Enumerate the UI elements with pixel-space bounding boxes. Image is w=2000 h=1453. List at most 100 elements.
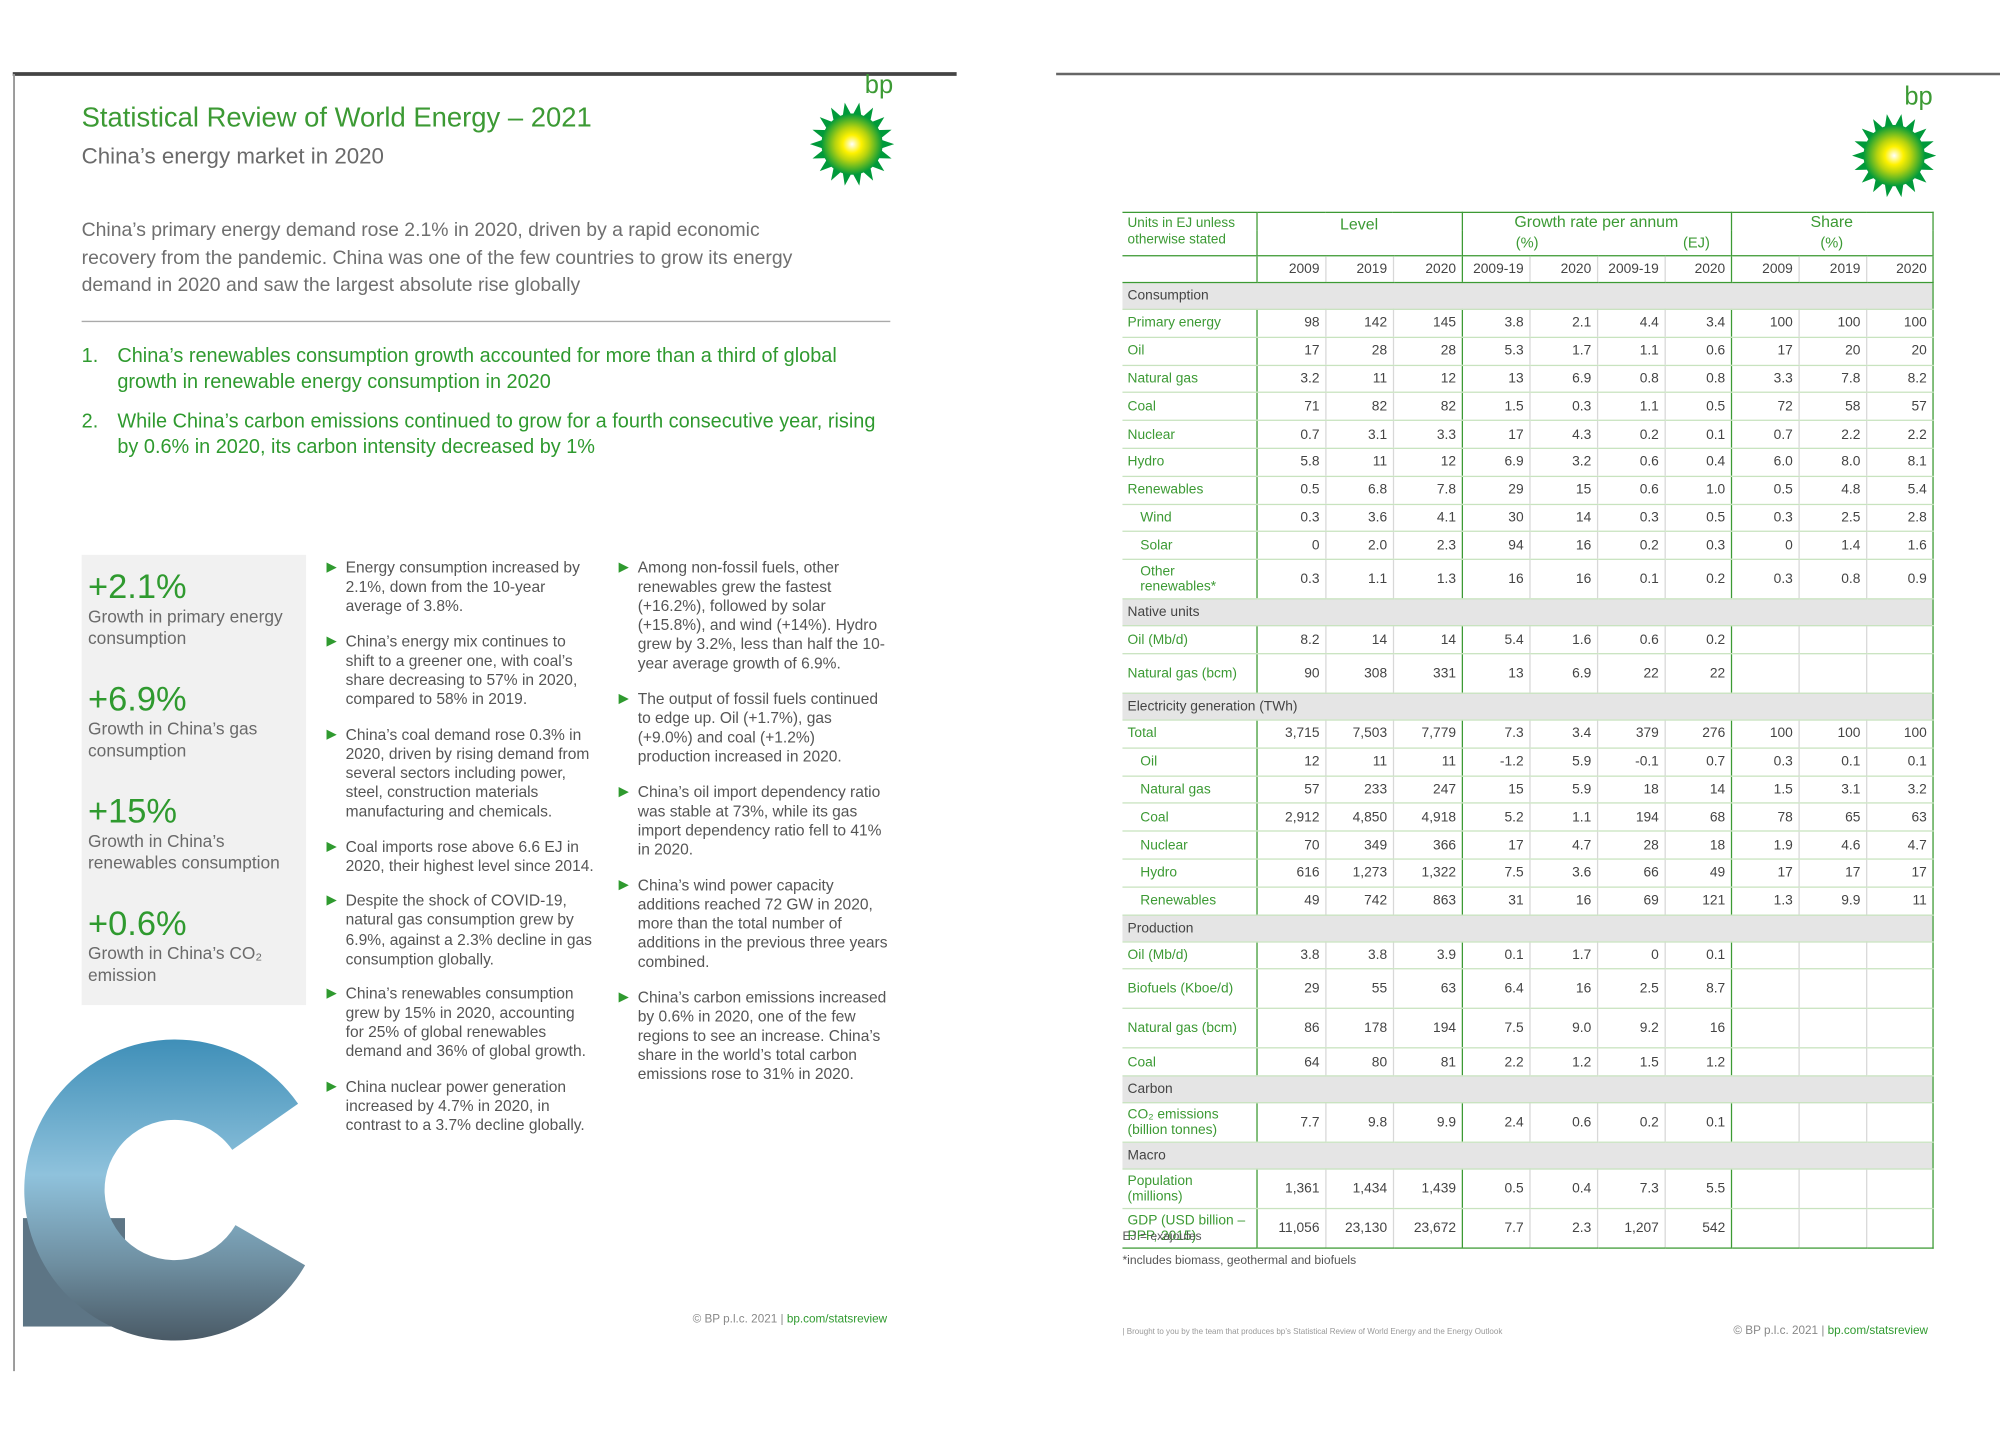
cell: 1,322 — [1392, 858, 1462, 888]
row-label: Natural gas (bcm) — [1122, 653, 1257, 694]
cell: 2.3 — [1528, 1208, 1597, 1249]
photo-ring — [24, 1039, 306, 1341]
cell: 1.3 — [1392, 559, 1462, 600]
cell: 8.1 — [1865, 448, 1934, 477]
cell: 3.1 — [1324, 420, 1393, 449]
cell: 247 — [1392, 775, 1462, 805]
column-header: 2019 — [1324, 255, 1393, 284]
stat: +15% Growth in China’s renewables consump… — [82, 779, 306, 891]
column-header: 2009 — [1255, 255, 1326, 284]
data-row: Coal 64 80 81 2.2 1.2 1.5 1.2 — [1122, 1048, 1934, 1077]
cell: 49 — [1255, 886, 1326, 916]
cell: 308 — [1324, 653, 1393, 694]
cell: 4.1 — [1392, 503, 1462, 533]
cell: 68 — [1663, 803, 1731, 832]
cell: 3.2 — [1528, 448, 1597, 477]
cell: 3.3 — [1730, 364, 1799, 394]
cell — [1797, 1008, 1867, 1049]
row-label: Natural gas — [1122, 775, 1257, 805]
stats-box: +2.1% Growth in primary energy consumptio… — [81, 554, 307, 1006]
bullet: China’s oil import dependency ratio was … — [617, 783, 887, 860]
section-label: Production — [1122, 914, 1934, 943]
cell: 64 — [1255, 1048, 1326, 1077]
stat-label: Growth in China’s renewables consumption — [88, 831, 280, 873]
bullet: China’s energy mix continues to shift to… — [325, 632, 595, 709]
cell: 16 — [1528, 886, 1597, 916]
stat-label: Growth in China’s CO₂ emission — [88, 943, 263, 985]
cell: 17 — [1730, 858, 1799, 888]
subunit: (EJ) — [1596, 230, 1732, 256]
stat: +2.1% Growth in primary energy consumptio… — [82, 555, 306, 667]
cell: 7.8 — [1392, 476, 1462, 505]
cell: 17 — [1797, 858, 1867, 888]
cell: 3.8 — [1324, 941, 1393, 970]
subunit: (%) — [1730, 230, 1934, 256]
cell: 80 — [1324, 1048, 1393, 1077]
data-row: Coal 71 82 82 1.5 0.3 1.1 0.5 72 58 57 — [1122, 392, 1934, 422]
cell — [1730, 969, 1799, 1010]
row-label: Natural gas — [1122, 364, 1257, 394]
cell: 0.1 — [1596, 559, 1665, 600]
cell: -0.1 — [1596, 747, 1665, 777]
cell: 1.7 — [1528, 337, 1597, 366]
cell: 28 — [1596, 831, 1665, 860]
cell: 5.5 — [1663, 1169, 1731, 1210]
data-row: CO₂ emissions (billion tonnes) 7.7 9.8 9.9 2… — [1122, 1102, 1934, 1144]
cell: 69 — [1596, 886, 1665, 916]
cell: 0 — [1730, 531, 1799, 561]
cell: 3.6 — [1324, 503, 1393, 533]
cell: 7.3 — [1461, 719, 1530, 749]
link[interactable]: bp.com/statsreview — [1827, 1323, 1928, 1337]
header-row: (%) (EJ) (%) — [1122, 230, 1934, 256]
cell — [1797, 653, 1867, 694]
cell: 8.7 — [1663, 969, 1731, 1010]
cell — [1730, 941, 1799, 970]
cell: 8.0 — [1797, 448, 1867, 477]
column-header: 2009 — [1730, 255, 1799, 284]
cell: 0.6 — [1596, 476, 1665, 505]
cell: 11 — [1324, 364, 1393, 394]
cell: 3,715 — [1255, 719, 1326, 749]
cell: 0.2 — [1596, 1102, 1665, 1144]
cell: 1,434 — [1324, 1169, 1393, 1210]
cell: 9.9 — [1392, 1102, 1462, 1144]
link[interactable]: bp.com/statsreview — [786, 1312, 888, 1326]
cell: 2.1 — [1528, 309, 1597, 338]
section-label: Carbon — [1122, 1076, 1934, 1104]
bullet: China’s wind power capacity additions re… — [617, 876, 887, 972]
cell: 0.2 — [1596, 531, 1665, 561]
cell: 1.1 — [1596, 392, 1665, 422]
cell: 11 — [1324, 448, 1393, 477]
bullet: Despite the shock of COVID-19, natural g… — [325, 892, 595, 969]
cell: 17 — [1461, 831, 1530, 860]
data-row: Oil (Mb/d) 8.2 14 14 5.4 1.6 0.6 0.2 — [1122, 625, 1934, 655]
cell: 65 — [1797, 803, 1867, 832]
cell — [1797, 1169, 1867, 1210]
cell: 11 — [1324, 747, 1393, 777]
stat-label: Growth in China’s gas consumption — [88, 719, 258, 761]
cell: 2.5 — [1596, 969, 1665, 1010]
cell: 0.9 — [1865, 559, 1934, 600]
cell: 4.8 — [1797, 476, 1867, 505]
cell: 7.5 — [1461, 1008, 1530, 1049]
title: Statistical Review of World Energy – 202… — [81, 102, 592, 133]
cell: 1.5 — [1461, 392, 1530, 422]
row-label: CO₂ emissions (billion tonnes) — [1122, 1102, 1257, 1144]
subunit: (%) — [1461, 230, 1597, 256]
cell: 1.5 — [1596, 1048, 1665, 1077]
cell: 14 — [1528, 503, 1597, 533]
cell: 100 — [1797, 309, 1867, 338]
cell: 5.3 — [1461, 337, 1530, 366]
cell: 2,912 — [1255, 803, 1326, 832]
stat-value: +15% — [88, 792, 178, 831]
cell: 1,439 — [1392, 1169, 1462, 1210]
data-row: Total 3,715 7,503 7,779 7.3 3.4 379 276 100 100 10… — [1122, 719, 1934, 749]
cell: 57 — [1255, 775, 1326, 805]
logo-part — [1863, 124, 1925, 187]
cell: 7.5 — [1461, 858, 1530, 888]
cell: 3.3 — [1392, 420, 1462, 449]
cell: 1.1 — [1324, 559, 1393, 600]
cell: 1.2 — [1528, 1048, 1597, 1077]
cell: 0.8 — [1797, 559, 1867, 600]
cell: 23,672 — [1392, 1208, 1462, 1249]
